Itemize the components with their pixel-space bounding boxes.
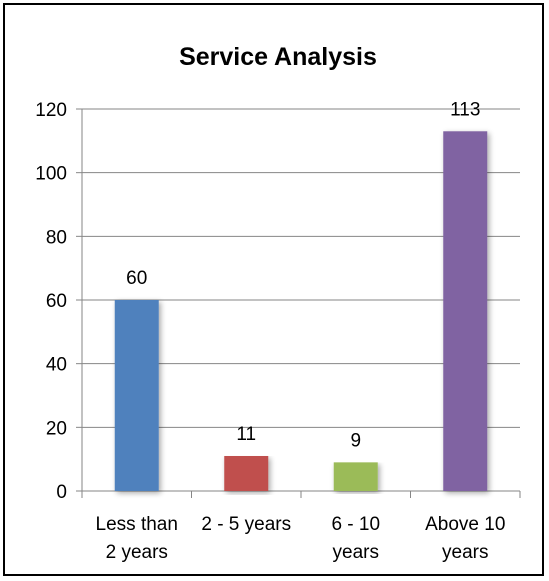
- x-tick-label: Above 10: [425, 514, 505, 535]
- data-label: 113: [450, 99, 480, 120]
- x-tick-label: 2 years: [106, 542, 168, 563]
- bar: [333, 462, 378, 491]
- bar: [224, 455, 269, 491]
- data-label: 9: [350, 430, 361, 451]
- bar: [114, 300, 159, 491]
- data-label: 60: [126, 268, 147, 289]
- chart-title: Service Analysis: [179, 43, 377, 71]
- y-tick-label: 120: [35, 100, 67, 121]
- x-tick-label: 2 - 5 years: [201, 514, 291, 535]
- y-tick-label: 100: [35, 164, 67, 185]
- x-tick-label: 6 - 10: [331, 514, 380, 535]
- y-tick-label: 60: [46, 291, 67, 312]
- labels: 0 20 40 60 80 100 120 60 Less than 2 years 11 2 - 5…: [35, 99, 505, 563]
- y-tick-label: 0: [56, 482, 67, 503]
- bars: [114, 131, 488, 492]
- x-tick-label: Less than: [96, 514, 178, 535]
- y-tick-label: 20: [46, 418, 67, 439]
- x-tick-label: years: [442, 542, 488, 563]
- axes: [76, 108, 521, 498]
- data-label: 11: [236, 424, 256, 445]
- x-tick-label: years: [333, 542, 379, 563]
- bar: [443, 131, 488, 492]
- y-tick-label: 40: [46, 355, 67, 376]
- y-tick-label: 80: [46, 227, 67, 248]
